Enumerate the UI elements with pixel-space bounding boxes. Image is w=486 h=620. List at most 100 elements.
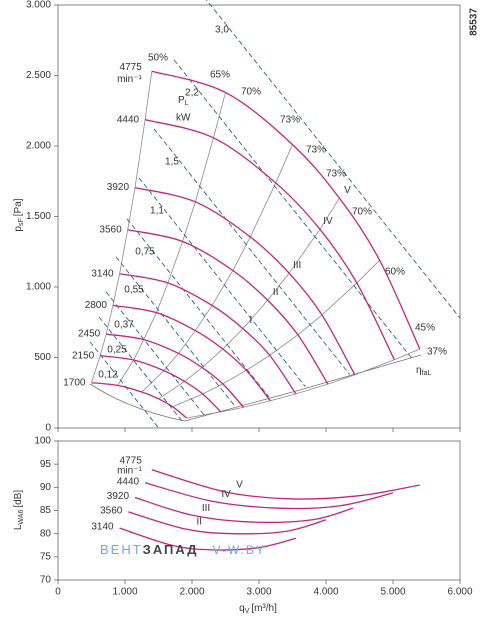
- speed-curve: [144, 482, 394, 510]
- power-line: [105, 291, 205, 416]
- speed-curve: [134, 496, 353, 524]
- y-tick-label: 100: [34, 436, 51, 447]
- x-axis-label-symbol: q: [239, 603, 245, 614]
- efficiency-label: 70%: [352, 207, 372, 218]
- x-axis-label-unit: [m³/h]: [251, 603, 277, 614]
- efficiency-label: 73%: [326, 169, 346, 180]
- curve-label: IV: [221, 489, 231, 500]
- speed-label: 4775: [120, 455, 143, 466]
- curve-label: I: [250, 315, 253, 326]
- efficiency-label: 60%: [385, 267, 405, 278]
- power-line-label: 0,37: [114, 320, 134, 331]
- power-line: [126, 218, 270, 398]
- power-line-label: 0,12: [98, 370, 118, 381]
- operating-limit: [89, 383, 186, 422]
- efficiency-label: 45%: [415, 323, 435, 334]
- power-line: [205, 0, 461, 319]
- curve-label: II: [197, 517, 203, 528]
- x-tick-label: 0: [55, 587, 61, 598]
- x-tick-label: 5.000: [380, 587, 405, 598]
- speed-curve: [100, 355, 222, 413]
- y-tick-label: 90: [40, 482, 52, 493]
- y-axis-label-unit: [Pa]: [13, 198, 24, 216]
- efficiency-boundary: [184, 354, 422, 422]
- curve-label: V: [344, 185, 351, 196]
- watermark-part: ВЕНТ: [100, 542, 143, 557]
- speed-label: 3560: [99, 224, 122, 235]
- y-tick-label: 75: [40, 551, 52, 562]
- speed-label: 3140: [91, 268, 114, 279]
- power-line-label: 1,5: [165, 157, 179, 168]
- y-axis-label-symbol: p: [13, 226, 24, 232]
- top-plot-frame: [57, 4, 461, 429]
- speed-label: 1700: [63, 377, 86, 388]
- x-tick-label: 1.000: [112, 587, 137, 598]
- efficiency-label: 37%: [427, 347, 447, 358]
- y-tick-label: 70: [40, 575, 52, 586]
- efficiency-label: 65%: [210, 70, 230, 81]
- curve-label: IV: [323, 216, 333, 227]
- power-line-label: 2,2: [185, 88, 199, 99]
- speed-label: 3920: [107, 491, 130, 502]
- y-tick-label: 85: [40, 505, 52, 516]
- speed-curve: [91, 382, 188, 419]
- efficiency-symbol-sub: faL: [422, 370, 432, 377]
- y-axis-label: LWA6 [dB]: [13, 490, 25, 530]
- efficiency-label: 50%: [148, 53, 168, 64]
- power-unit: kW: [176, 113, 191, 124]
- curve-label: V: [236, 480, 243, 491]
- power-line: [98, 316, 183, 422]
- speed-label: 4775: [120, 62, 143, 73]
- speed-curve: [119, 527, 297, 551]
- y-tick-label: 2.500: [26, 70, 51, 81]
- speed-curve: [128, 511, 327, 535]
- curve-label: III: [293, 260, 301, 271]
- chart-code: 85537: [469, 8, 480, 36]
- power-symbol-symbol: P: [178, 95, 185, 106]
- speed-label: 2450: [78, 329, 101, 340]
- speed-curve: [106, 333, 245, 408]
- watermark: ВЕНТЗАПАД V-W.BY: [100, 542, 266, 557]
- x-tick-label: 2.000: [179, 587, 204, 598]
- speed-curve: [127, 229, 329, 385]
- y-tick-label: 2.000: [26, 141, 51, 152]
- y-tick-label: 500: [34, 352, 51, 363]
- y-axis-label-sub: WA6: [18, 510, 25, 525]
- y-tick-label: 3.000: [26, 0, 51, 11]
- power-line-label: 0,25: [107, 345, 127, 356]
- x-tick-label: 4.000: [313, 587, 338, 598]
- speed-label: 2150: [72, 350, 95, 361]
- efficiency-symbol-symbol: η: [416, 365, 422, 376]
- speed-label: 3140: [91, 522, 114, 533]
- speed-unit: min⁻¹: [117, 465, 142, 476]
- y-tick-label: 1.500: [26, 211, 51, 222]
- y-tick-label: 1.000: [26, 282, 51, 293]
- power-symbol: PL: [178, 95, 189, 107]
- y-axis-label: psF [Pa]: [13, 198, 25, 231]
- speed-label: 3920: [107, 182, 130, 193]
- efficiency-label: 70%: [241, 87, 261, 98]
- efficiency-label: 73%: [280, 115, 300, 126]
- power-line-label: 1,1: [150, 206, 164, 217]
- x-tick-label: 6.000: [447, 587, 472, 598]
- speed-curve: [134, 186, 356, 376]
- curve-label: II: [273, 287, 279, 298]
- y-axis-label-symbol: L: [13, 524, 24, 530]
- power-line-label: 0,55: [124, 285, 144, 296]
- x-axis-label-sub: V: [245, 608, 250, 615]
- power-line: [138, 177, 306, 387]
- x-axis-label: qV [m³/h]: [239, 603, 277, 615]
- y-axis-label-sub: sF: [18, 218, 25, 226]
- efficiency-label: 73%: [306, 145, 326, 156]
- power-line: [153, 128, 351, 375]
- watermark-part: V-W.BY: [213, 543, 266, 557]
- y-tick-label: 80: [40, 528, 52, 539]
- speed-label: 3560: [100, 506, 123, 517]
- speed-curve: [151, 469, 420, 500]
- speed-curve: [144, 119, 395, 361]
- speed-curve: [151, 70, 421, 350]
- speed-label: 4440: [117, 114, 140, 125]
- power-line-label: 3,0: [215, 25, 229, 36]
- power-line-label: 0,75: [135, 247, 155, 258]
